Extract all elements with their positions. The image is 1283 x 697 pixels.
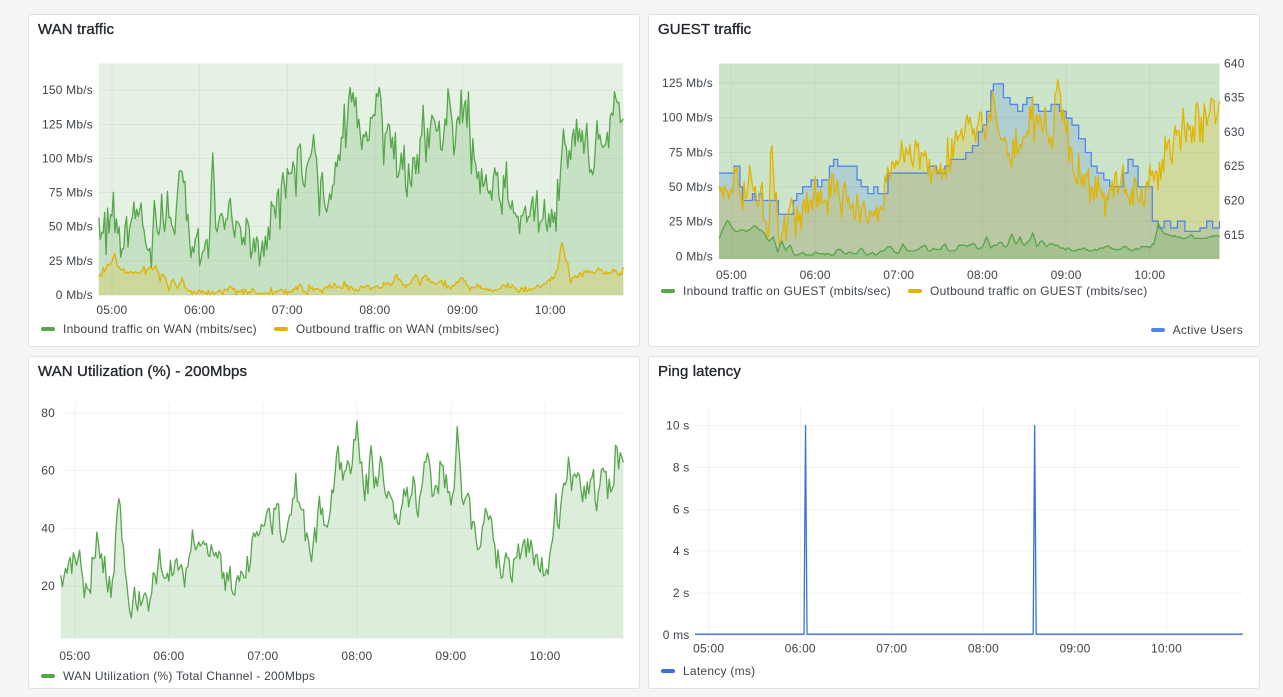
svg-text:150 Mb/s: 150 Mb/s [42,83,93,97]
svg-text:10:00: 10:00 [1151,641,1182,655]
svg-text:630: 630 [1224,125,1245,139]
svg-text:0 Mb/s: 0 Mb/s [676,249,713,263]
svg-text:10:00: 10:00 [529,649,560,663]
svg-text:07:00: 07:00 [247,649,278,663]
svg-text:125 Mb/s: 125 Mb/s [42,117,93,131]
svg-text:05:00: 05:00 [693,641,724,655]
svg-text:05:00: 05:00 [716,268,747,282]
svg-text:06:00: 06:00 [800,268,831,282]
svg-text:50 Mb/s: 50 Mb/s [49,220,93,234]
svg-text:2 s: 2 s [673,586,690,600]
svg-text:08:00: 08:00 [341,649,372,663]
svg-text:10:00: 10:00 [1134,268,1165,282]
svg-text:09:00: 09:00 [1051,268,1082,282]
svg-text:07:00: 07:00 [272,303,303,317]
svg-text:125 Mb/s: 125 Mb/s [662,76,713,90]
svg-text:620: 620 [1224,194,1245,208]
svg-text:06:00: 06:00 [153,649,184,663]
svg-text:635: 635 [1224,91,1245,105]
svg-text:0 Mb/s: 0 Mb/s [56,288,93,302]
svg-text:09:00: 09:00 [447,303,478,317]
svg-text:10 s: 10 s [666,419,689,433]
svg-text:640: 640 [1224,56,1245,70]
svg-text:05:00: 05:00 [96,303,127,317]
svg-text:8 s: 8 s [673,460,690,474]
svg-text:4 s: 4 s [673,544,690,558]
svg-text:09:00: 09:00 [1059,641,1090,655]
svg-text:75 Mb/s: 75 Mb/s [49,186,93,200]
svg-text:80: 80 [41,406,55,420]
svg-text:08:00: 08:00 [967,268,998,282]
svg-text:615: 615 [1224,228,1245,242]
svg-text:20: 20 [41,579,55,593]
svg-text:06:00: 06:00 [184,303,215,317]
svg-text:75 Mb/s: 75 Mb/s [669,145,713,159]
svg-text:60: 60 [41,464,55,478]
svg-text:07:00: 07:00 [883,268,914,282]
svg-text:08:00: 08:00 [968,641,999,655]
svg-text:06:00: 06:00 [785,641,816,655]
svg-text:50 Mb/s: 50 Mb/s [669,180,713,194]
svg-text:07:00: 07:00 [876,641,907,655]
svg-text:25 Mb/s: 25 Mb/s [669,215,713,229]
svg-text:05:00: 05:00 [59,649,90,663]
svg-text:09:00: 09:00 [435,649,466,663]
svg-text:08:00: 08:00 [359,303,390,317]
svg-text:100 Mb/s: 100 Mb/s [662,111,713,125]
svg-text:625: 625 [1224,159,1245,173]
svg-text:100 Mb/s: 100 Mb/s [42,152,93,166]
svg-text:10:00: 10:00 [535,303,566,317]
svg-text:40: 40 [41,521,55,535]
svg-text:6 s: 6 s [673,502,690,516]
svg-text:25 Mb/s: 25 Mb/s [49,254,93,268]
svg-text:0 ms: 0 ms [663,628,690,642]
